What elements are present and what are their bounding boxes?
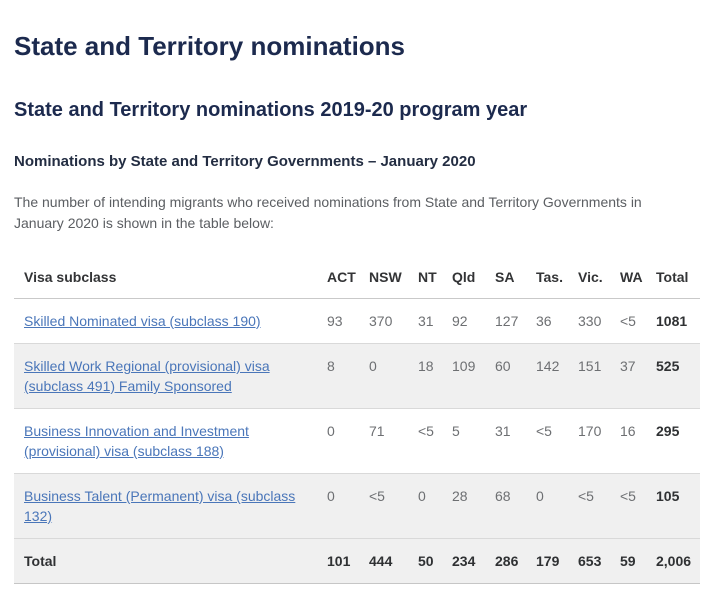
table-cell-total: 295 [656,423,680,439]
table-cell: 8 [327,358,335,374]
page-title: State and Territory nominations [14,31,406,61]
page-subtitle: State and Territory nominations 2019-20 … [14,99,528,121]
table-cell: 37 [620,358,636,374]
col-header-nsw: NSW [369,256,418,299]
table-cell: <5 [369,488,385,504]
visa-link-subclass-188[interactable]: Business Innovation and Investment (prov… [24,423,249,459]
table-cell: 92 [452,313,468,329]
table-cell: <5 [620,488,636,504]
visa-link-subclass-132[interactable]: Business Talent (Permanent) visa (subcla… [24,488,296,524]
table-cell-total: 525 [656,358,680,374]
table-cell: <5 [578,488,594,504]
table-cell: 151 [578,358,602,374]
table-cell: 330 [578,313,602,329]
table-cell: 109 [452,358,476,374]
table-cell: 127 [495,313,519,329]
nominations-table: Visa subclass ACT NSW NT Qld SA Tas. Vic… [14,256,700,584]
table-row-subclass-491: Skilled Work Regional (provisional) visa… [14,343,700,409]
total-cell: 653 [578,553,602,569]
table-total-row: Total 101 444 50 234 286 179 653 59 2,00… [14,538,700,584]
col-header-vic: Vic. [578,256,620,299]
table-cell: 0 [327,488,335,504]
intro-paragraph: The number of intending migrants who rec… [14,194,642,231]
col-header-visa-subclass: Visa subclass [14,256,327,299]
total-cell: 234 [452,553,476,569]
total-cell: 179 [536,553,560,569]
total-cell: 286 [495,553,519,569]
col-header-tas: Tas. [536,256,578,299]
table-cell: <5 [418,423,434,439]
table-cell: 93 [327,313,343,329]
table-cell: 370 [369,313,393,329]
col-header-qld: Qld [452,256,495,299]
table-cell-total: 1081 [656,313,688,329]
table-row-subclass-132: Business Talent (Permanent) visa (subcla… [14,473,700,539]
table-cell: 36 [536,313,552,329]
visa-link-subclass-190[interactable]: Skilled Nominated visa (subclass 190) [24,313,261,329]
table-cell: 0 [369,358,377,374]
table-header-row: Visa subclass ACT NSW NT Qld SA Tas. Vic… [14,256,700,299]
total-cell: 59 [620,553,636,569]
table-cell: <5 [536,423,552,439]
table-cell: 60 [495,358,511,374]
table-row-subclass-190: Skilled Nominated visa (subclass 190) 93… [14,299,700,344]
table-cell: 71 [369,423,385,439]
table-cell: 31 [495,423,511,439]
table-cell: 0 [418,488,426,504]
table-cell: 31 [418,313,434,329]
table-row-subclass-188: Business Innovation and Investment (prov… [14,409,700,474]
table-cell: 18 [418,358,434,374]
total-cell: 50 [418,553,434,569]
table-cell: 142 [536,358,560,374]
col-header-total: Total [656,256,700,299]
table-cell: 0 [536,488,544,504]
table-cell: 68 [495,488,511,504]
table-cell: 5 [452,423,460,439]
table-cell: <5 [620,313,636,329]
table-cell-total: 105 [656,488,680,504]
table-cell: 28 [452,488,468,504]
total-cell: 101 [327,553,351,569]
table-cell: 16 [620,423,636,439]
total-row-label: Total [24,553,57,569]
col-header-sa: SA [495,256,536,299]
col-header-wa: WA [620,256,656,299]
total-cell: 444 [369,553,393,569]
section-heading: Nominations by State and Territory Gover… [14,153,476,170]
visa-link-subclass-491[interactable]: Skilled Work Regional (provisional) visa… [24,358,270,394]
col-header-act: ACT [327,256,369,299]
col-header-nt: NT [418,256,452,299]
total-cell-grand: 2,006 [656,553,692,569]
table-cell: 170 [578,423,602,439]
table-cell: 0 [327,423,335,439]
